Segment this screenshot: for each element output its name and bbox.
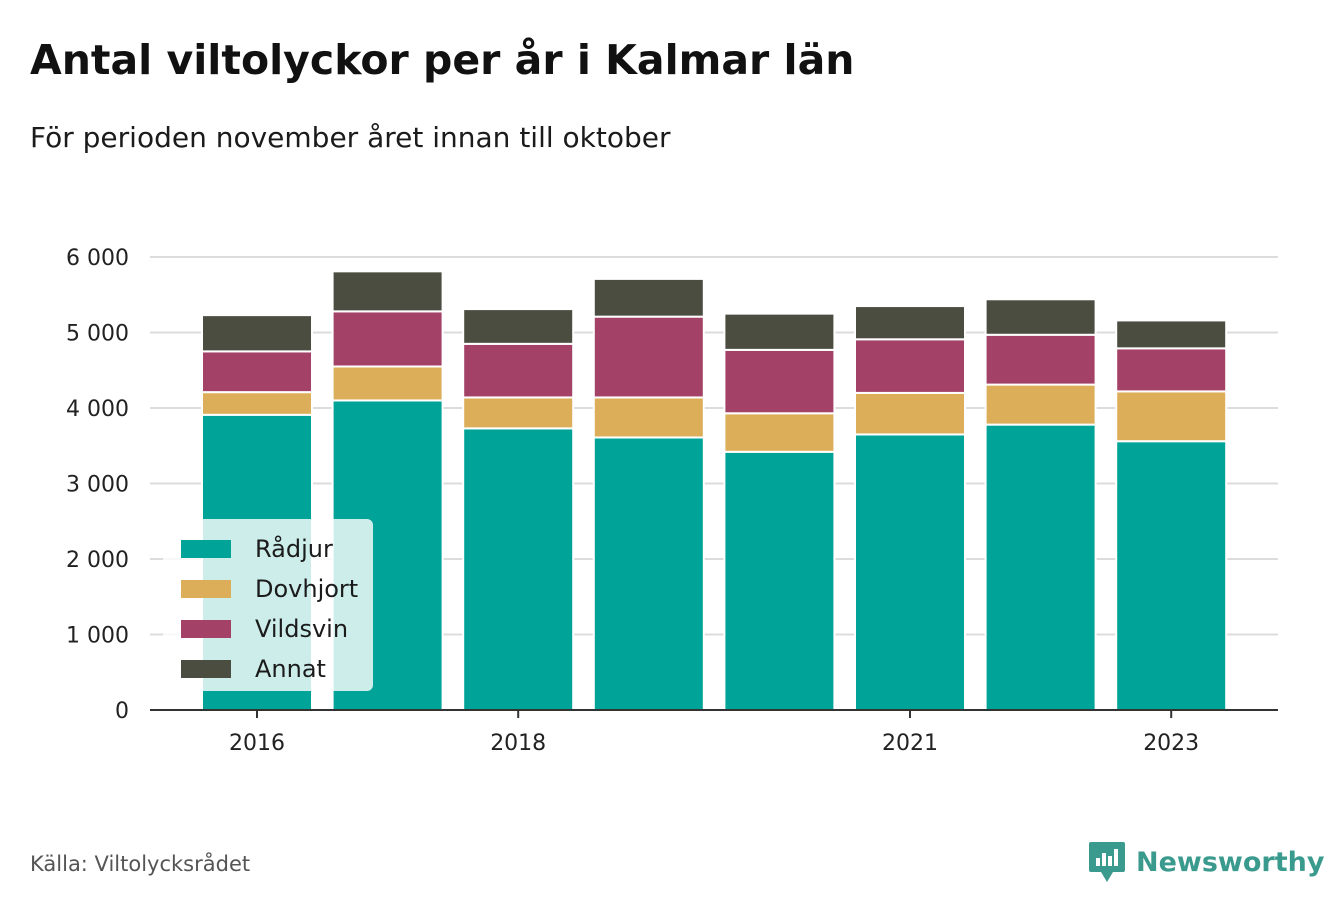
bar-segment-rådjur-2020 [723,450,836,711]
x-tick-label: 2023 [1143,731,1199,756]
bar-segment-vildsvin-2022 [984,333,1097,386]
bar-segment-vildsvin-2017 [331,310,444,368]
bar-segment-vildsvin-2020 [723,348,836,415]
legend-label-radjur: Rådjur [255,535,333,563]
newsworthy-logo-icon [1089,842,1125,882]
x-tick-label: 2018 [490,731,546,756]
bar-segment-dovhjort-2022 [984,383,1097,426]
bar-segment-dovhjort-2016 [201,391,313,416]
legend: Rådjur Dovhjort Vildsvin Annat [163,519,373,691]
legend-swatch-radjur [181,540,231,558]
bar-segment-annat-2022 [984,298,1097,336]
bar-segment-annat-2020 [723,312,836,351]
bar-segment-annat-2021 [854,305,966,341]
legend-swatch-dovhjort [181,580,231,598]
legend-item-radjur: Rådjur [163,529,373,569]
legend-label-annat: Annat [255,655,326,683]
bar-segment-annat-2023 [1115,319,1228,350]
bar-segment-rådjur-2018 [462,427,575,711]
y-tick-label: 6 000 [66,246,129,271]
bar-segment-dovhjort-2018 [462,396,575,430]
x-axis [150,709,1278,718]
bar-segment-rådjur-2023 [1115,440,1228,711]
bar-segment-vildsvin-2021 [854,338,966,394]
legend-item-dovhjort: Dovhjort [163,569,373,609]
y-tick-label: 4 000 [66,397,129,422]
y-tick-label: 1 000 [66,624,129,649]
legend-label-vildsvin: Vildsvin [255,615,349,643]
legend-label-dovhjort: Dovhjort [255,575,359,603]
bar-segment-rådjur-2022 [984,423,1097,711]
tick-labels: 0 1 000 2 000 3 000 4 000 5 000 6 000 2016 2018 2… [66,246,1199,756]
bar-segment-vildsvin-2018 [462,342,575,399]
bar-segment-annat-2016 [201,314,313,353]
bar-segment-rådjur-2019 [592,436,705,711]
legend-swatch-vildsvin [181,620,231,638]
chart-title: Antal viltolyckor per år i Kalmar län [30,36,855,84]
source-note: Källa: Viltolycksrådet [30,852,251,876]
bar-segment-rådjur-2021 [854,433,966,711]
legend-item-annat: Annat [163,649,373,689]
bar-segment-dovhjort-2023 [1115,390,1228,443]
x-tick-label: 2016 [229,731,285,756]
y-tick-label: 0 [115,699,129,724]
y-tick-label: 2 000 [66,548,129,573]
legend-item-vildsvin: Vildsvin [163,609,373,649]
y-tick-label: 5 000 [66,322,129,347]
bar-segment-annat-2019 [592,277,705,318]
x-tick-label: 2021 [882,731,938,756]
chart-subtitle: För perioden november året innan till ok… [30,121,671,154]
bar-segment-annat-2017 [331,270,444,313]
y-tick-label: 3 000 [66,473,129,498]
bar-segment-vildsvin-2019 [592,315,705,399]
bar-segment-dovhjort-2017 [331,365,444,402]
bar-segment-dovhjort-2019 [592,396,705,439]
bar-segment-annat-2018 [462,308,575,345]
bar-segment-dovhjort-2020 [723,412,836,453]
newsworthy-brand[interactable]: Newsworthy [1088,840,1324,884]
legend-swatch-annat [181,660,231,678]
brand-name: Newsworthy [1136,846,1325,878]
bar-segment-vildsvin-2016 [201,350,313,394]
bar-segment-dovhjort-2021 [854,391,966,436]
bar-segment-vildsvin-2023 [1115,347,1228,393]
